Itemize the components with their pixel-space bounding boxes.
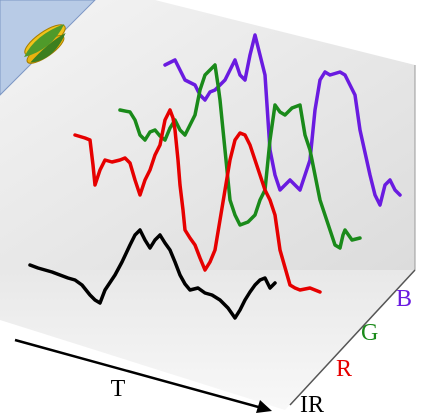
- time-arrowhead: [256, 400, 272, 413]
- g-label: G: [361, 320, 378, 346]
- ir-label: IR: [300, 392, 324, 418]
- floor: [0, 270, 415, 410]
- depth-edge: [289, 269, 416, 406]
- time-axis: [14, 338, 263, 410]
- ir-curve: [28, 228, 277, 320]
- b-label: B: [396, 286, 412, 312]
- time-label: T: [111, 376, 126, 402]
- r-curve: [73, 108, 322, 294]
- r-label: R: [336, 356, 352, 382]
- back-wall: [0, 0, 415, 270]
- b-curve: [163, 33, 402, 207]
- corn-icon: [24, 24, 66, 64]
- g-curve: [118, 63, 362, 250]
